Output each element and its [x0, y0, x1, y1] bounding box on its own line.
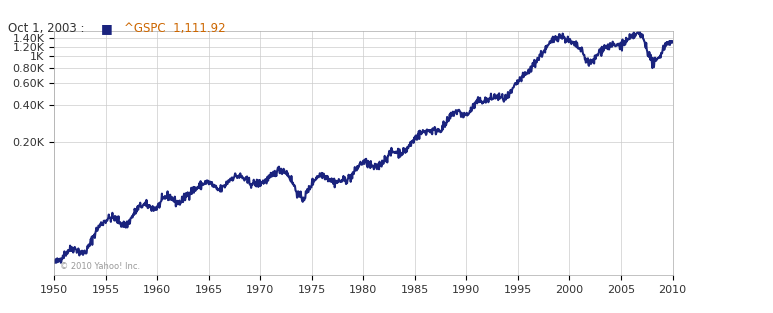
Text: Oct 1, 2003 :: Oct 1, 2003 : [8, 22, 92, 35]
Text: ■: ■ [100, 22, 112, 35]
Text: ^GSPC  1,111.92: ^GSPC 1,111.92 [124, 22, 225, 35]
Text: © 2010 Yahoo! Inc.: © 2010 Yahoo! Inc. [60, 262, 141, 270]
